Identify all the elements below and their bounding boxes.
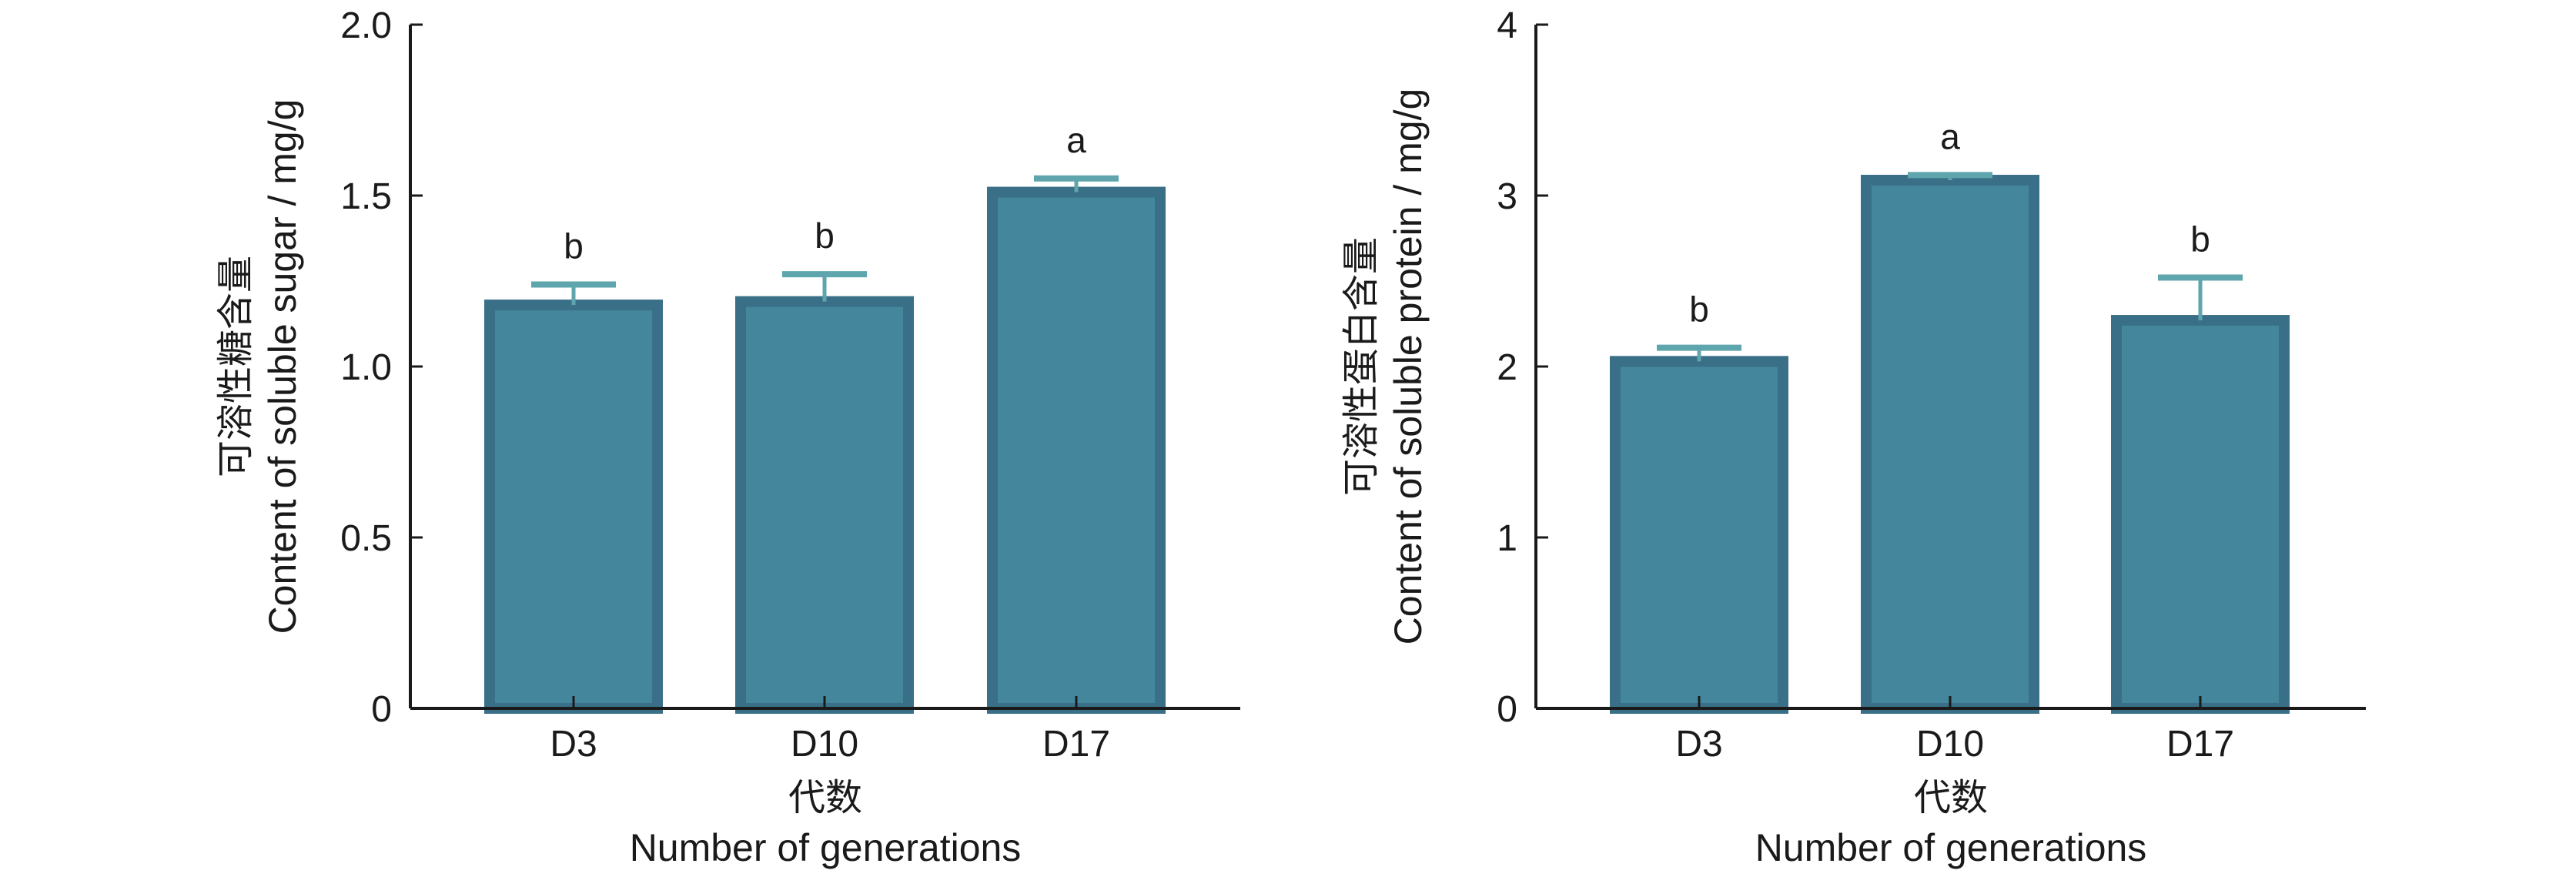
x-axis-title: Number of generations bbox=[1755, 826, 2147, 869]
significance-label: b bbox=[815, 216, 835, 256]
x-axis-title: Number of generations bbox=[630, 826, 1022, 869]
soluble-sugar-chart: 可溶性糖含量 Content of soluble sugar / mg/g b… bbox=[214, 5, 1240, 869]
bar-d10 bbox=[735, 296, 914, 714]
significance-label: b bbox=[564, 226, 584, 266]
y-tick-label: 4 bbox=[1497, 5, 1517, 46]
y-tick-label: 2.0 bbox=[340, 5, 392, 46]
x-tick-label: D17 bbox=[1042, 724, 1110, 765]
significance-label: a bbox=[1066, 120, 1086, 160]
y-tick-label: 0 bbox=[1497, 689, 1517, 730]
y-axis-title-cn: 可溶性蛋白含量 bbox=[1340, 237, 1383, 496]
x-tick-label: D17 bbox=[2166, 724, 2234, 765]
soluble-protein-chart: 可溶性蛋白含量 Content of soluble protein / mg/… bbox=[1340, 5, 2366, 869]
bar-d3 bbox=[484, 300, 663, 714]
bar-d17 bbox=[2111, 315, 2290, 714]
bar-d17 bbox=[987, 186, 1166, 714]
significance-label: b bbox=[2190, 219, 2210, 259]
x-axis-title-cn: 代数 bbox=[788, 776, 862, 819]
bar-d10 bbox=[1861, 175, 2039, 714]
significance-label: a bbox=[1940, 116, 1960, 156]
x-tick-label: D10 bbox=[791, 724, 858, 765]
y-tick-label: 0 bbox=[371, 689, 392, 730]
x-tick-label: D3 bbox=[1675, 724, 1722, 765]
x-tick-label: D3 bbox=[550, 724, 597, 765]
bar-d3 bbox=[1610, 356, 1788, 714]
y-tick-label: 1.5 bbox=[340, 176, 392, 217]
y-tick-label: 0.5 bbox=[340, 518, 392, 559]
x-axis-title-cn: 代数 bbox=[1914, 776, 1988, 819]
y-axis-title: Content of soluble sugar / mg/g bbox=[261, 99, 304, 634]
y-axis-title-cn: 可溶性糖含量 bbox=[214, 256, 257, 477]
plot-area: b D3 b D10 a D17 0 0.5 1.0 1.5 2.0 bbox=[340, 5, 1240, 765]
x-tick-label: D10 bbox=[1916, 724, 1984, 765]
plot-area: b D3 a D10 b D17 0 1 2 3 4 bbox=[1497, 5, 2366, 765]
y-tick-label: 3 bbox=[1497, 176, 1517, 217]
y-tick-label: 1.0 bbox=[340, 347, 392, 388]
y-axis-title: Content of soluble protein / mg/g bbox=[1387, 89, 1430, 645]
y-tick-label: 1 bbox=[1497, 518, 1517, 559]
significance-label: b bbox=[1689, 290, 1709, 330]
y-tick-label: 2 bbox=[1497, 347, 1517, 388]
